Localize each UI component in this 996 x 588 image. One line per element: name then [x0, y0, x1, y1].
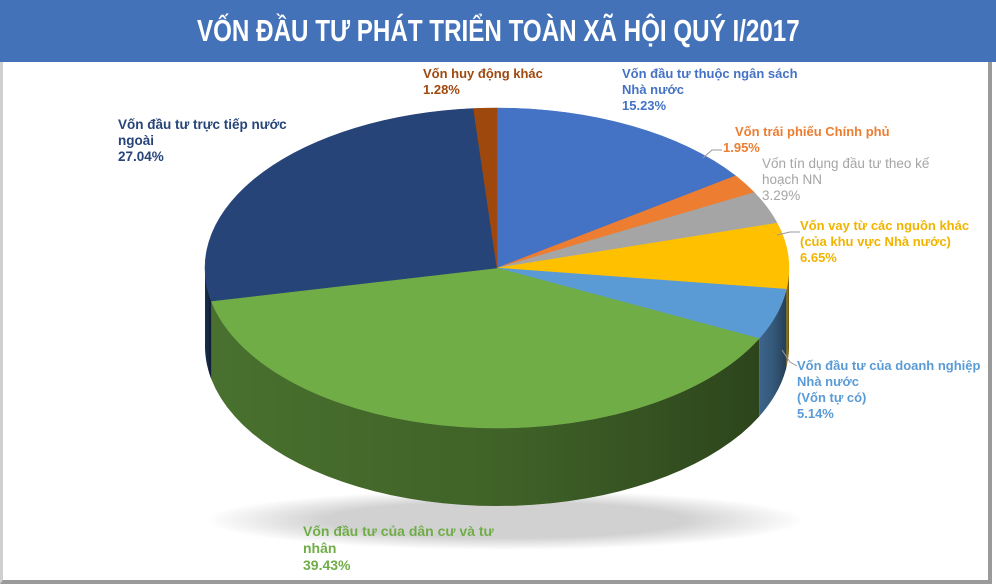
chart-title: VỐN ĐẦU TƯ PHÁT TRIỂN TOÀN XÃ HỘI QUÝ I/…: [196, 13, 800, 48]
pie-side-shade: [205, 268, 212, 380]
label-text: Nhà nước: [797, 374, 859, 389]
label-text: (Vốn tự có): [797, 390, 867, 405]
label-text: hoạch NN: [762, 172, 823, 187]
pie-side-shade: [759, 289, 787, 417]
label-huy-dong-khac: Vốn huy động khác 1.28%: [423, 66, 543, 98]
label-tin-dung: Vốn tín dụng đầu tư theo kế hoạch NN 3.2…: [762, 156, 929, 204]
label-trai-phieu: Vốn trái phiếu Chính phủ 1.95%: [723, 124, 890, 156]
chart-title-bar: VỐN ĐẦU TƯ PHÁT TRIỂN TOÀN XÃ HỘI QUÝ I/…: [0, 0, 996, 62]
label-percent: 15.23%: [622, 98, 667, 113]
pie-shadow: [205, 490, 805, 550]
leader-lines: [702, 149, 800, 367]
label-percent: 27.04%: [118, 149, 164, 164]
pie-sides: [205, 268, 789, 506]
label-text: Vốn tín dụng đầu tư theo kế: [762, 156, 930, 171]
label-dnnn: Vốn đầu tư của doanh nghiệp Nhà nước (Vố…: [797, 358, 980, 422]
label-text: Vốn vay từ các nguồn khác: [800, 218, 970, 233]
pie-slice-6: [204, 108, 498, 302]
label-text: nhân: [303, 540, 337, 556]
label-percent: 39.43%: [303, 557, 351, 573]
label-text: ngoài: [118, 133, 154, 148]
label-percent: 1.28%: [423, 82, 460, 97]
label-dan-cu: Vốn đầu tư của dân cư và tư nhân 39.43%: [303, 523, 494, 574]
pie-top-face: [204, 107, 790, 429]
label-text: Vốn huy động khác: [423, 66, 543, 81]
pie-slice-3: [496, 222, 790, 290]
chart-frame: [0, 62, 992, 584]
label-percent: 6.65%: [800, 250, 837, 265]
label-text: Vốn đầu tư của doanh nghiệp: [797, 358, 981, 373]
pie-side-shade: [211, 301, 760, 506]
label-percent: 5.14%: [797, 406, 834, 421]
label-text: Nhà nước: [622, 82, 684, 97]
pie-slice-0: [496, 107, 737, 269]
label-fdi: Vốn đầu tư trực tiếp nước ngoài 27.04%: [118, 117, 287, 165]
label-percent: 3.29%: [762, 188, 801, 203]
label-text: Vốn đầu tư trực tiếp nước: [118, 117, 287, 132]
label-percent: 1.95%: [723, 140, 760, 155]
label-text: Vốn đầu tư của dân cư và tư: [303, 523, 494, 539]
pie-side-shade: [786, 268, 789, 368]
pie-slice-5: [210, 267, 760, 429]
label-vay-khac: Vốn vay từ các nguồn khác (của khu vực N…: [800, 218, 969, 266]
label-text: (của khu vực Nhà nước): [800, 234, 951, 249]
label-text: Vốn đầu tư thuộc ngân sách: [622, 66, 798, 81]
pie-slice-7: [473, 107, 498, 269]
label-text: Vốn trái phiếu Chính phủ: [735, 124, 890, 139]
label-ngan-sach: Vốn đầu tư thuộc ngân sách Nhà nước 15.2…: [622, 66, 798, 114]
